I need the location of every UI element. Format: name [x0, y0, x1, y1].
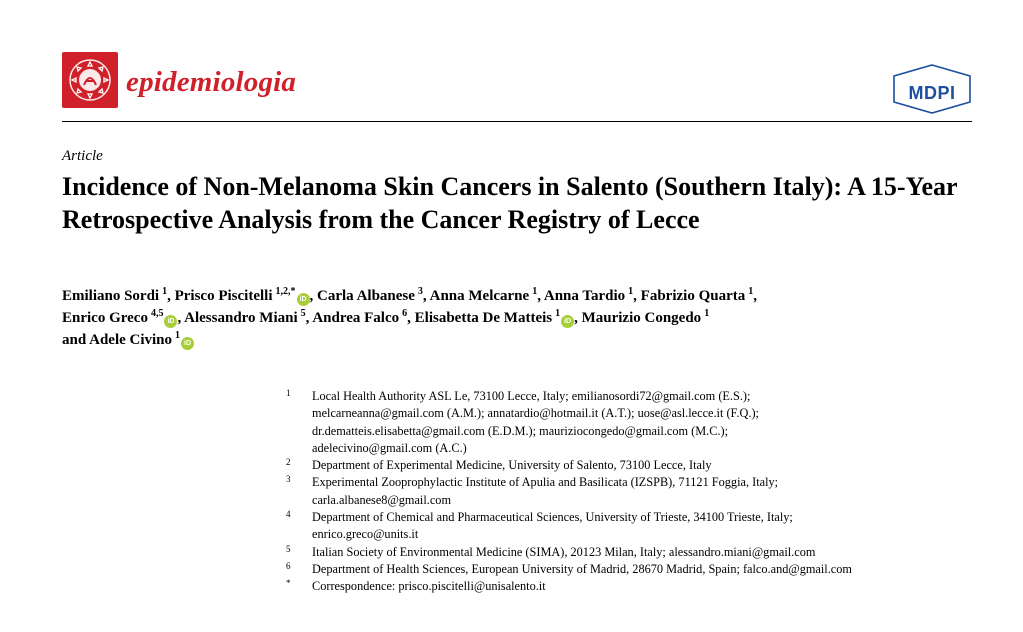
affiliation-number: 3	[286, 474, 291, 485]
author-name: Enrico Greco 4,5iD,	[62, 308, 182, 328]
author-affiliation-marker: 1,2,*	[275, 286, 296, 297]
article-title: Incidence of Non-Melanoma Skin Cancers i…	[62, 172, 958, 234]
author-separator: ,	[177, 310, 182, 326]
author-name-text: Anna Melcarne	[429, 288, 530, 304]
affiliation-item: 1 Local Health Authority ASL Le, 73100 Le…	[282, 388, 982, 457]
header-divider	[62, 121, 972, 122]
author-affiliation-marker: 6	[402, 308, 408, 319]
author-separator: ,	[309, 288, 314, 304]
orcid-icon[interactable]: iD	[164, 315, 178, 328]
author-name: and Adele Civino 1iD	[62, 330, 195, 350]
mdpi-logo: MDPI	[892, 64, 972, 114]
author-name-text: and Adele Civino	[62, 332, 173, 348]
affiliation-text: Local Health Authority ASL Le, 73100 Lec…	[312, 389, 751, 403]
author-separator: ,	[167, 288, 171, 304]
affiliation-item: 6 Department of Health Sciences, European…	[282, 561, 982, 578]
author-separator: ,	[407, 310, 411, 326]
author-name: Alessandro Miani 5,	[184, 308, 310, 327]
author-name: Andrea Falco 6,	[312, 308, 411, 327]
author-list: Emiliano Sordi 1, Prisco Piscitelli 1,2,*i…	[62, 285, 974, 351]
author-name-text: Elisabetta De Matteis	[414, 310, 553, 326]
affiliation-text: dr.dematteis.elisabetta@gmail.com (E.D.M…	[312, 423, 729, 438]
affiliation-number: 4	[286, 509, 291, 520]
affiliation-item: 3 Experimental Zooprophylactic Institute …	[282, 474, 982, 509]
author-affiliation-marker: 1	[162, 286, 168, 297]
author-separator: ,	[305, 310, 310, 326]
epidemiologia-crest-icon	[62, 52, 118, 108]
publisher-name: MDPI	[908, 83, 956, 103]
author-separator: ,	[633, 288, 637, 304]
affiliation-text: Department of Chemical and Pharmaceutica…	[312, 510, 793, 525]
author-name: Emiliano Sordi 1,	[62, 286, 171, 305]
affiliation-text: adelecivino@gmail.com (A.C.)	[312, 440, 467, 455]
author-name-text: Maurizio Congedo	[581, 310, 702, 326]
affiliation-number: 5	[286, 543, 291, 554]
author-affiliation-marker: 1	[175, 330, 181, 341]
affiliation-number: *	[286, 578, 291, 589]
affiliation-number: 6	[286, 560, 291, 571]
author-affiliation-marker: 1	[628, 286, 634, 297]
affiliations-list: 1 Local Health Authority ASL Le, 73100 Le…	[282, 388, 982, 596]
author-affiliation-marker: 1	[704, 308, 710, 319]
author-affiliation-marker: 3	[417, 286, 423, 297]
author-name: Anna Tardio 1,	[543, 286, 637, 305]
affiliation-text: melcarneanna@gmail.com (A.M.); annatardi…	[312, 406, 759, 421]
affiliation-item: 2 Department of Experimental Medicine, Un…	[282, 457, 982, 474]
author-name: Maurizio Congedo 1	[581, 308, 710, 327]
journal-header: epidemiologia MDPI	[62, 52, 972, 114]
author-name-text: Anna Tardio	[543, 288, 626, 304]
author-affiliation-marker: 1	[555, 308, 561, 319]
author-separator: ,	[422, 288, 427, 304]
author-name: Carla Albanese 3,	[317, 286, 427, 305]
author-affiliation-marker: 4,5	[150, 308, 164, 319]
affiliation-text: Italian Society of Environmental Medicin…	[312, 544, 816, 559]
article-type: Article	[62, 148, 103, 164]
affiliation-text: enrico.greco@units.it	[312, 527, 419, 542]
author-name: Fabrizio Quarta 1,	[640, 286, 757, 305]
author-name-text: Andrea Falco	[312, 310, 400, 326]
orcid-icon[interactable]: iD	[561, 315, 575, 328]
author-name-text: Carla Albanese	[317, 288, 415, 304]
author-name: Elisabetta De Matteis 1iD,	[414, 308, 578, 328]
author-name: Prisco Piscitelli 1,2,*iD,	[174, 286, 314, 306]
author-name-text: Enrico Greco	[62, 310, 148, 326]
journal-name: epidemiologia	[126, 66, 297, 98]
author-name-text: Prisco Piscitelli	[174, 288, 273, 304]
affiliation-text: carla.albanese8@gmail.com	[312, 492, 452, 507]
author-separator: ,	[537, 288, 541, 304]
author-name-text: Alessandro Miani	[184, 310, 298, 326]
affiliation-text: Correspondence: prisco.piscitelli@unisal…	[312, 579, 546, 594]
affiliation-text: Experimental Zooprophylactic Institute o…	[312, 475, 779, 490]
affiliation-text: Department of Health Sciences, European …	[312, 561, 852, 576]
orcid-icon[interactable]: iD	[181, 337, 195, 350]
affiliation-item: 4 Department of Chemical and Pharmaceutic…	[282, 509, 982, 544]
author-separator: ,	[574, 310, 578, 326]
author-name-text: Fabrizio Quarta	[640, 288, 746, 304]
affiliation-number: 2	[286, 457, 291, 468]
author-separator: ,	[753, 288, 757, 304]
affiliation-number: 1	[286, 388, 291, 398]
author-affiliation-marker: 1	[532, 286, 538, 297]
author-affiliation-marker: 5	[300, 308, 306, 319]
affiliation-item: * Correspondence: prisco.piscitelli@unisa…	[282, 578, 982, 595]
author-affiliation-marker: 1	[748, 286, 754, 297]
affiliation-text: Department of Experimental Medicine, Uni…	[312, 458, 712, 473]
orcid-icon[interactable]: iD	[296, 293, 310, 306]
author-name: Anna Melcarne 1,	[429, 286, 541, 305]
mdpi-hexagon-icon	[893, 64, 971, 114]
author-name-text: Emiliano Sordi	[62, 288, 160, 304]
affiliation-item: 5 Italian Society of Environmental Medici…	[282, 544, 982, 561]
